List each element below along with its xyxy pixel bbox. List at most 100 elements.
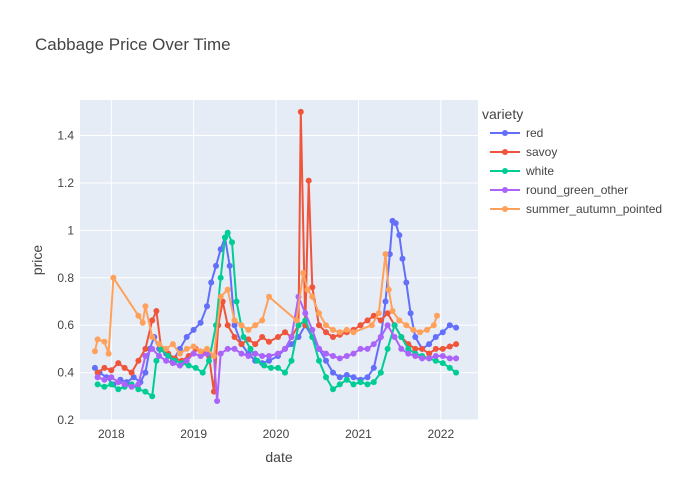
data-point xyxy=(94,374,101,381)
data-point xyxy=(293,317,300,324)
data-point xyxy=(364,381,371,388)
data-point xyxy=(101,376,108,383)
data-point xyxy=(446,322,453,329)
legend-item-summer-autumn-pointed[interactable]: summer_autumn_pointed xyxy=(490,202,662,216)
data-point xyxy=(224,345,231,352)
data-point xyxy=(121,364,128,371)
y-tick-label: 1.4 xyxy=(57,129,74,143)
data-point xyxy=(238,341,245,348)
legend-swatch-marker xyxy=(502,187,508,193)
data-point xyxy=(417,329,423,336)
y-axis-title: price xyxy=(29,245,45,276)
data-point xyxy=(231,345,238,352)
data-point xyxy=(330,369,336,376)
data-point xyxy=(364,345,371,352)
legend-label: white xyxy=(525,164,554,178)
data-point xyxy=(323,374,329,381)
legend-item-round-green-other[interactable]: round_green_other xyxy=(490,183,628,197)
data-point xyxy=(302,310,309,317)
data-point xyxy=(300,270,307,276)
legend[interactable]: variety red savoy white round_green_othersu… xyxy=(482,106,662,216)
data-point xyxy=(156,353,163,359)
data-point xyxy=(197,319,204,326)
y-tick-label: 1.2 xyxy=(57,176,74,190)
data-point xyxy=(259,334,266,340)
data-point xyxy=(377,369,384,376)
data-point xyxy=(419,355,426,362)
data-point xyxy=(384,310,391,317)
data-point xyxy=(101,338,108,345)
legend-item-savoy[interactable]: savoy xyxy=(490,145,557,159)
data-point xyxy=(156,341,163,348)
data-point xyxy=(139,319,146,326)
data-point xyxy=(190,343,197,350)
legend-label: red xyxy=(526,126,543,140)
data-point xyxy=(432,334,439,340)
legend-swatch-marker xyxy=(502,130,508,136)
data-point xyxy=(309,326,316,333)
data-point xyxy=(282,369,288,376)
data-point xyxy=(115,379,122,386)
data-point xyxy=(430,322,437,329)
data-point xyxy=(213,262,219,269)
data-point xyxy=(91,348,98,355)
data-point xyxy=(275,334,281,340)
data-point xyxy=(323,322,329,329)
data-point xyxy=(357,322,364,329)
plot-area xyxy=(80,100,478,420)
data-point xyxy=(336,381,343,388)
data-point xyxy=(254,357,261,364)
data-point xyxy=(183,357,190,364)
data-point xyxy=(130,374,137,381)
data-point xyxy=(208,279,215,286)
data-point xyxy=(115,360,122,367)
legend-label: summer_autumn_pointed xyxy=(526,202,662,216)
data-point xyxy=(370,379,377,386)
data-point xyxy=(426,350,433,357)
y-tick-label: 0.8 xyxy=(57,271,74,285)
data-point xyxy=(217,350,224,357)
data-point xyxy=(142,353,149,359)
data-point xyxy=(204,345,210,352)
data-point xyxy=(108,374,115,381)
data-point xyxy=(357,379,364,386)
data-point xyxy=(305,177,312,184)
data-point xyxy=(432,345,439,352)
data-point xyxy=(343,353,350,359)
data-point xyxy=(391,322,398,329)
data-point xyxy=(238,322,245,329)
data-point xyxy=(405,345,412,352)
data-point xyxy=(149,317,156,324)
data-point xyxy=(231,334,238,340)
data-point xyxy=(245,326,252,333)
legend-item-white[interactable]: white xyxy=(490,164,554,178)
data-point xyxy=(350,329,357,336)
data-point xyxy=(316,310,322,317)
data-point xyxy=(336,374,343,381)
data-point xyxy=(446,364,453,371)
legend-swatch-marker xyxy=(502,206,508,212)
data-point xyxy=(190,326,197,333)
data-point xyxy=(259,317,266,324)
data-point xyxy=(288,341,295,348)
data-point xyxy=(439,360,446,367)
data-point xyxy=(149,345,156,352)
data-point xyxy=(385,286,392,293)
legend-title: variety xyxy=(482,106,523,122)
x-axis-ticks: 2018 2019 2020 2021 2022 xyxy=(98,427,454,441)
data-point xyxy=(446,355,453,362)
data-point xyxy=(183,334,190,340)
data-point xyxy=(439,353,446,359)
data-point xyxy=(377,317,384,324)
data-point xyxy=(323,329,329,336)
series-group xyxy=(91,108,460,404)
data-point xyxy=(135,312,142,319)
data-point xyxy=(266,338,272,345)
legend-item-red[interactable]: red xyxy=(490,126,543,140)
data-point xyxy=(94,336,101,343)
data-point xyxy=(403,279,410,286)
data-point xyxy=(142,369,149,376)
data-point xyxy=(266,353,272,359)
data-point xyxy=(439,345,446,352)
